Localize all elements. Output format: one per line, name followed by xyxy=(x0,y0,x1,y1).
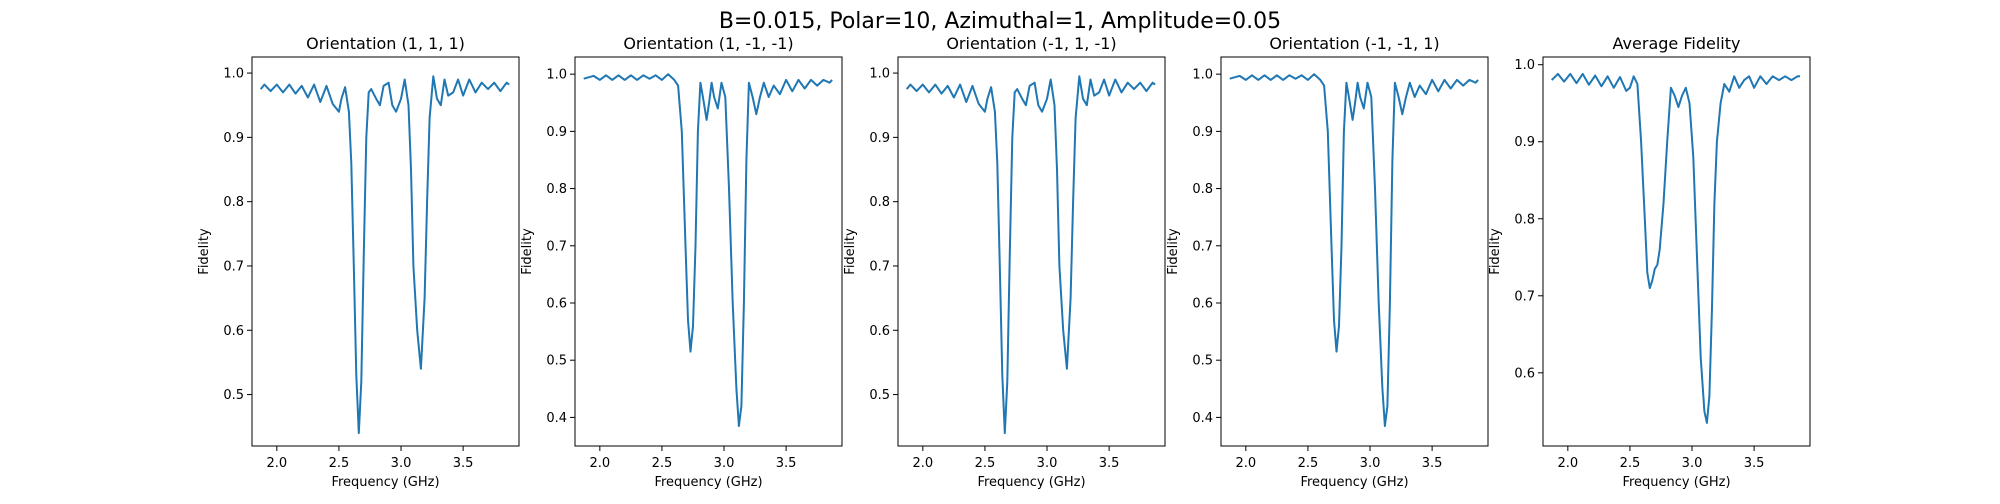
y-tick-label: 0.4 xyxy=(546,411,567,426)
y-tick-label: 1.0 xyxy=(223,67,244,82)
x-tick-label: 3.5 xyxy=(453,456,474,471)
subplot-title: Orientation (-1, 1, -1) xyxy=(946,34,1116,53)
y-tick-label: 0.9 xyxy=(1514,135,1535,150)
subplot-title: Average Fidelity xyxy=(1613,34,1741,53)
subplot-3: Orientation (-1, 1, -1) 2.0 2.5 3.0 3.5 0.5 0.… xyxy=(843,34,1166,490)
x-tick-label: 2.0 xyxy=(1235,456,1256,471)
y-axis-label: Fidelity xyxy=(1488,228,1503,275)
axes-frame xyxy=(251,56,520,447)
y-axis-label: Fidelity xyxy=(520,228,535,275)
x-tick-label: 3.5 xyxy=(1099,456,1120,471)
y-tick-label: 0.5 xyxy=(869,388,890,403)
y-tick-label: 0.7 xyxy=(1192,239,1213,254)
axes-frame xyxy=(897,56,1166,447)
y-tick-label: 0.8 xyxy=(546,182,567,197)
series-line-1 xyxy=(259,75,510,435)
series-line-1 xyxy=(1550,72,1801,424)
x-tick-label: 3.5 xyxy=(1744,456,1765,471)
subplot-4: Orientation (-1, -1, 1) 2.0 2.5 3.0 3.5 0.4 0.… xyxy=(1166,34,1489,490)
axes-frame xyxy=(574,56,843,447)
x-tick-label: 3.0 xyxy=(714,456,735,471)
x-tick-label: 3.0 xyxy=(1037,456,1058,471)
y-tick-label: 0.6 xyxy=(223,324,244,339)
x-axis-label: Frequency (GHz) xyxy=(654,475,762,490)
subplot-panels: Orientation (1, 1, 1) 2.0 2.5 3.0 3.5 0.5 0.6 0… xyxy=(197,34,1811,490)
x-tick-label: 2.0 xyxy=(912,456,933,471)
y-tick-label: 0.7 xyxy=(223,259,244,274)
subplot-1: Orientation (1, 1, 1) 2.0 2.5 3.0 3.5 0.5 0.6 0… xyxy=(197,34,520,490)
y-tick-label: 0.5 xyxy=(546,354,567,369)
x-axis-label: Frequency (GHz) xyxy=(1300,475,1408,490)
y-tick-label: 1.0 xyxy=(1192,68,1213,83)
x-axis-label: Frequency (GHz) xyxy=(1622,475,1730,490)
y-axis-label: Fidelity xyxy=(1166,228,1181,275)
x-tick-label: 2.5 xyxy=(1620,456,1641,471)
subplot-title: Orientation (1, 1, 1) xyxy=(306,34,465,53)
x-tick-label: 2.5 xyxy=(652,456,673,471)
x-tick-label: 2.0 xyxy=(266,456,287,471)
axes-frame xyxy=(1542,56,1811,447)
x-tick-label: 2.5 xyxy=(329,456,350,471)
y-tick-label: 0.9 xyxy=(223,131,244,146)
subplot-2: Orientation (1, -1, -1) 2.0 2.5 3.0 3.5 0.4 0.… xyxy=(520,34,843,490)
y-tick-label: 0.9 xyxy=(869,131,890,146)
y-tick-label: 1.0 xyxy=(546,68,567,83)
y-tick-label: 0.9 xyxy=(546,125,567,140)
y-tick-label: 0.7 xyxy=(1514,289,1535,304)
series-line-1 xyxy=(583,73,833,427)
x-tick-label: 2.0 xyxy=(589,456,610,471)
subplot-title: Orientation (-1, -1, 1) xyxy=(1269,34,1439,53)
y-tick-label: 0.6 xyxy=(869,324,890,339)
y-tick-label: 0.8 xyxy=(223,195,244,210)
x-tick-label: 3.0 xyxy=(391,456,412,471)
axes-frame xyxy=(1220,56,1489,447)
subplot-5: Average Fidelity 2.0 2.5 3.0 3.5 0.6 0.7 0.8 0.9… xyxy=(1488,34,1811,490)
y-tick-label: 0.4 xyxy=(1192,411,1213,426)
y-axis-label: Fidelity xyxy=(197,228,212,275)
y-tick-label: 1.0 xyxy=(869,67,890,82)
x-tick-label: 2.5 xyxy=(1298,456,1319,471)
y-tick-label: 0.9 xyxy=(1192,125,1213,140)
series-line-1 xyxy=(1229,73,1479,427)
y-tick-label: 0.8 xyxy=(869,195,890,210)
y-tick-label: 0.8 xyxy=(1192,182,1213,197)
figure-suptitle: B=0.015, Polar=10, Azimuthal=1, Amplitud… xyxy=(719,9,1281,34)
x-tick-label: 3.0 xyxy=(1360,456,1381,471)
y-tick-label: 0.8 xyxy=(1514,212,1535,227)
y-axis-label: Fidelity xyxy=(843,228,858,275)
y-tick-label: 0.7 xyxy=(546,239,567,254)
subplot-title: Orientation (1, -1, -1) xyxy=(623,34,793,53)
x-tick-label: 3.5 xyxy=(776,456,797,471)
y-tick-label: 0.7 xyxy=(869,259,890,274)
y-tick-label: 0.6 xyxy=(1192,296,1213,311)
x-axis-label: Frequency (GHz) xyxy=(977,475,1085,490)
x-axis-label: Frequency (GHz) xyxy=(331,475,439,490)
x-tick-label: 2.5 xyxy=(975,456,996,471)
x-tick-label: 2.0 xyxy=(1557,456,1578,471)
x-tick-label: 3.5 xyxy=(1422,456,1443,471)
y-tick-label: 0.5 xyxy=(223,388,244,403)
y-tick-label: 0.6 xyxy=(546,296,567,311)
x-tick-label: 3.0 xyxy=(1682,456,1703,471)
y-tick-label: 0.5 xyxy=(1192,354,1213,369)
series-line-1 xyxy=(905,75,1156,435)
y-tick-label: 0.6 xyxy=(1514,366,1535,381)
y-tick-label: 1.0 xyxy=(1514,58,1535,73)
